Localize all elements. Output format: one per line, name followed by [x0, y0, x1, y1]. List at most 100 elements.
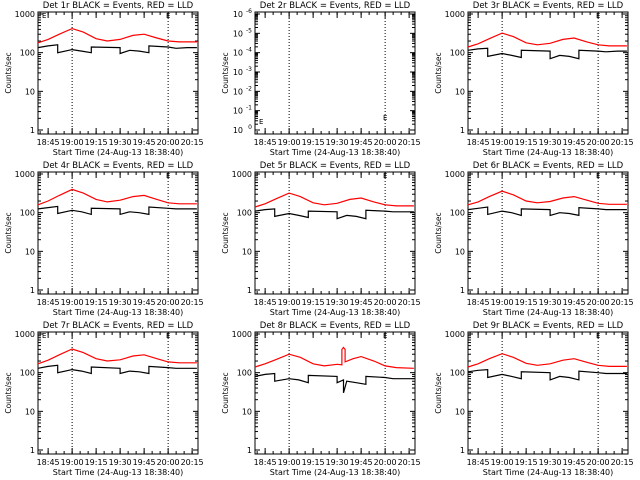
x-axis-title: Start Time (24-Aug-13 18:38:40) [53, 468, 184, 477]
y-tick-label: 1 [30, 126, 35, 135]
y-tick-label: 100 [450, 369, 465, 378]
x-tick-label: 20:15 [398, 138, 421, 147]
plot-frame [37, 331, 199, 455]
flag-marker: E [383, 114, 387, 122]
x-tick-label: 19:30 [539, 298, 562, 307]
plot-frame [37, 171, 199, 295]
y-tick-exponent: -5 [246, 27, 252, 34]
x-axis-title: Start Time (24-Aug-13 18:38:40) [53, 308, 184, 317]
y-tick-label: 100 [237, 209, 252, 218]
series-events-line [467, 368, 627, 381]
y-tick-label: 1 [247, 446, 252, 455]
x-tick-label: 18:45 [467, 458, 490, 467]
detector-panel-4: Det 4r BLACK = Events, RED = LLD 1 10 100 10… [4, 161, 204, 317]
x-tick-label: 19:00 [61, 298, 84, 307]
panel-title: Det 5r BLACK = Events, RED = LLD [260, 161, 411, 171]
panel-title: Det 4r BLACK = Events, RED = LLD [43, 161, 194, 171]
x-axis-title: Start Time (24-Aug-13 18:38:40) [53, 148, 184, 157]
x-tick-label: 20:00 [157, 298, 180, 307]
series-lld-line [37, 348, 197, 365]
y-tick-label: 10 [455, 247, 465, 256]
y-tick-label: 1000 [232, 170, 252, 179]
x-axis-title: Start Time (24-Aug-13 18:38:40) [483, 148, 614, 157]
x-tick-label: 19:00 [278, 138, 301, 147]
plot-frame [467, 331, 629, 455]
y-tick-label: 10 [233, 107, 243, 116]
panel-title: Det 8r BLACK = Events, RED = LLD [260, 321, 411, 331]
x-tick-label: 19:45 [350, 138, 373, 147]
x-tick-label: 18:45 [254, 458, 277, 467]
y-axis-title: Counts/sec [4, 212, 13, 253]
panel-title: Det 1r BLACK = Events, RED = LLD [43, 1, 194, 11]
y-tick-label: 1 [30, 286, 35, 295]
x-tick-label: 19:30 [326, 298, 349, 307]
panel-title: Det 9r BLACK = Events, RED = LLD [473, 321, 624, 331]
x-axis-title: Start Time (24-Aug-13 18:38:40) [270, 148, 401, 157]
series-events-line [254, 208, 414, 220]
y-tick-exponent: -3 [246, 66, 252, 73]
x-tick-label: 20:00 [157, 138, 180, 147]
flag-marker: E [166, 332, 170, 340]
x-axis-title: Start Time (24-Aug-13 18:38:40) [270, 308, 401, 317]
flag-marker: E [259, 118, 263, 126]
x-tick-label: 19:30 [109, 298, 132, 307]
x-tick-label: 20:15 [181, 138, 204, 147]
x-tick-label: 19:45 [133, 298, 156, 307]
y-tick-label: 100 [20, 209, 35, 218]
y-tick-label: 1000 [15, 330, 35, 339]
x-tick-label: 19:00 [61, 458, 84, 467]
x-tick-label: 19:00 [491, 298, 514, 307]
y-tick-exponent: -6 [246, 8, 252, 15]
y-tick-label: 10 [233, 49, 243, 58]
series-events-line [254, 372, 414, 394]
x-tick-label: 19:15 [302, 298, 325, 307]
x-tick-label: 20:00 [587, 458, 610, 467]
flag-marker: E [596, 172, 600, 180]
x-tick-label: 18:45 [254, 298, 277, 307]
detector-panel-3: Det 3r BLACK = Events, RED = LLD 1 10 100 10… [434, 1, 634, 157]
y-tick-label: 10 [455, 87, 465, 96]
x-tick-label: 19:30 [326, 458, 349, 467]
x-tick-label: 19:00 [61, 138, 84, 147]
x-tick-label: 19:30 [539, 458, 562, 467]
x-tick-label: 19:30 [109, 138, 132, 147]
y-tick-label: 1000 [445, 330, 465, 339]
detector-panel-6: Det 6r BLACK = Events, RED = LLD 1 10 100 10… [434, 161, 634, 317]
plot-frame [37, 11, 199, 135]
series-lld-line [467, 190, 627, 206]
y-tick-label: 1000 [15, 10, 35, 19]
panel-title: Det 7r BLACK = Events, RED = LLD [43, 321, 194, 331]
flag-marker: E [596, 12, 600, 20]
flag-marker: E [42, 12, 46, 20]
flag-marker: E [596, 332, 600, 340]
x-tick-label: 20:15 [181, 298, 204, 307]
y-tick-label: 1000 [445, 170, 465, 179]
series-events-line [37, 364, 197, 375]
y-axis-title: Counts/sec [434, 212, 443, 253]
series-lld-line [37, 188, 197, 206]
x-tick-label: 18:45 [37, 138, 60, 147]
y-axis-title: Counts/sec [434, 52, 443, 93]
x-tick-label: 20:00 [157, 458, 180, 467]
x-tick-label: 20:15 [611, 138, 634, 147]
x-tick-label: 19:00 [278, 298, 301, 307]
plot-frame [254, 331, 416, 455]
detector-panel-5: Det 5r BLACK = Events, RED = LLD 1 10 100 10… [221, 161, 421, 317]
x-tick-label: 18:45 [254, 138, 277, 147]
x-tick-label: 19:45 [563, 298, 586, 307]
y-axis-title: Counts/sec [4, 52, 13, 93]
x-tick-label: 19:15 [85, 298, 108, 307]
y-tick-label: 10 [233, 29, 243, 38]
y-tick-label: 10 [25, 247, 35, 256]
y-tick-label: 10 [233, 126, 243, 135]
y-tick-label: 1000 [232, 330, 252, 339]
x-tick-label: 19:00 [278, 458, 301, 467]
y-axis-title: Counts/sec [221, 372, 230, 413]
y-tick-label: 100 [450, 49, 465, 58]
x-tick-label: 19:45 [133, 458, 156, 467]
x-tick-label: 19:30 [539, 138, 562, 147]
series-lld-line [254, 192, 414, 208]
x-tick-label: 19:30 [326, 138, 349, 147]
x-tick-label: 19:00 [491, 138, 514, 147]
